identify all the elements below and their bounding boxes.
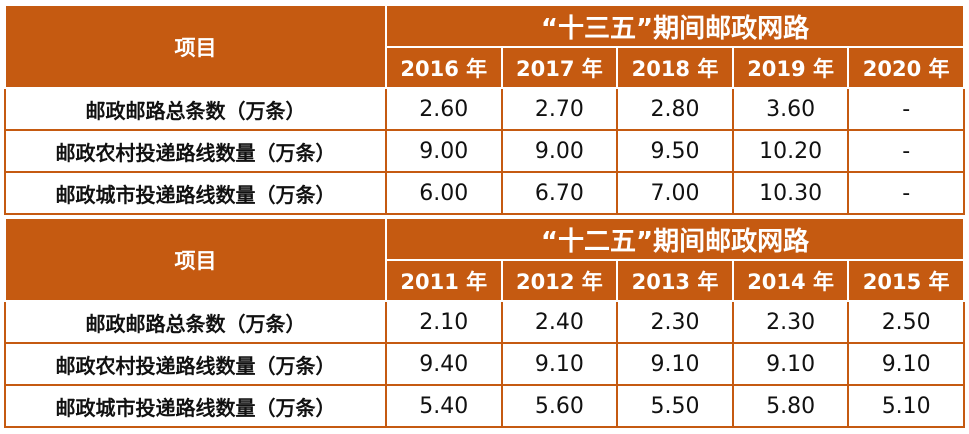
- section-title: “十二五”期间邮政网路: [385, 217, 965, 261]
- data-table: 项目 “十二五”期间邮政网路 2011 年 2012 年 2013 年 2014 年 201…: [4, 217, 965, 428]
- value-cell: 9.10: [616, 342, 734, 386]
- data-table: 项目 “十三五”期间邮政网路 2016 年 2017 年 2018 年 2019 年 202…: [4, 4, 965, 215]
- value-cell: 10.30: [731, 171, 850, 215]
- value-cell: 9.40: [385, 342, 503, 386]
- tables: 项目 “十三五”期间邮政网路 2016 年 2017 年 2018 年 2019 年 202…: [4, 4, 965, 428]
- year-cell: 2018 年: [616, 46, 734, 89]
- row-label: 邮政城市投递路线数量（万条）: [4, 384, 387, 428]
- value-cell: 9.50: [616, 129, 734, 173]
- value-cell: 7.00: [616, 171, 734, 215]
- value-cell: 9.10: [847, 342, 965, 386]
- value-cell: -: [847, 87, 965, 131]
- year-row: 2011 年 2012 年 2013 年 2014 年 2015 年: [5, 259, 965, 302]
- data-row: 邮政邮路总条数（万条） 2.10 2.40 2.30 2.30 2.50: [4, 300, 965, 344]
- value-cell: 2.30: [731, 300, 850, 344]
- value-cell: 5.10: [847, 384, 965, 428]
- year-cell: 2011 年: [385, 259, 503, 302]
- value-cell: 2.40: [500, 300, 619, 344]
- year-row: 2016 年 2017 年 2018 年 2019 年 2020 年: [5, 46, 965, 89]
- value-cell: 5.40: [385, 384, 503, 428]
- value-cell: 2.50: [847, 300, 965, 344]
- value-cell: 5.60: [500, 384, 619, 428]
- value-cell: 10.20: [731, 129, 850, 173]
- data-row: 邮政农村投递路线数量（万条） 9.40 9.10 9.10 9.10 9.10: [4, 342, 965, 386]
- value-cell: -: [847, 129, 965, 173]
- data-row: 邮政城市投递路线数量（万条） 6.00 6.70 7.00 10.30-: [4, 171, 965, 215]
- row-label: 邮政农村投递路线数量（万条）: [4, 129, 387, 173]
- header-cell: 项目: [4, 4, 387, 89]
- year-cell: 2012 年: [500, 259, 619, 302]
- value-cell: 2.30: [616, 300, 734, 344]
- value-cell: 2.10: [385, 300, 503, 344]
- value-cell: 5.50: [616, 384, 734, 428]
- year-cell: 2016 年: [385, 46, 503, 89]
- value-cell: 5.80: [731, 384, 850, 428]
- header-row: 项目 “十二五”期间邮政网路: [4, 217, 965, 302]
- row-label: 邮政邮路总条数（万条）: [4, 300, 387, 344]
- row-label: 邮政邮路总条数（万条）: [4, 87, 387, 131]
- value-cell: 9.10: [500, 342, 619, 386]
- year-cell: 2013 年: [616, 259, 734, 302]
- value-cell: 9.10: [731, 342, 850, 386]
- value-cell: 6.70: [500, 171, 619, 215]
- value-cell: -: [847, 171, 965, 215]
- year-cell: 2014 年: [731, 259, 850, 302]
- value-cell: 2.70: [500, 87, 619, 131]
- data-row: 邮政城市投递路线数量（万条） 5.40 5.60 5.50 5.80 5.10: [4, 384, 965, 428]
- data-row: 邮政农村投递路线数量（万条） 9.00 9.00 9.50 10.20-: [4, 129, 965, 173]
- header-row: 项目 “十三五”期间邮政网路: [4, 4, 965, 89]
- year-cell: 2017 年: [500, 46, 619, 89]
- year-cell: 2020 年: [847, 46, 965, 89]
- value-cell: 2.60: [385, 87, 503, 131]
- year-cell: 2015 年: [847, 259, 965, 302]
- value-cell: 2.80: [616, 87, 734, 131]
- data-row: 邮政邮路总条数（万条） 2.60 2.70 2.80 3.60-: [4, 87, 965, 131]
- section-title: “十三五”期间邮政网路: [385, 4, 965, 48]
- year-cell: 2019 年: [731, 46, 850, 89]
- value-cell: 3.60: [731, 87, 850, 131]
- row-label: 邮政农村投递路线数量（万条）: [4, 342, 387, 386]
- row-label: 邮政城市投递路线数量（万条）: [4, 171, 387, 215]
- header-cell: 项目: [4, 217, 387, 302]
- value-cell: 9.00: [385, 129, 503, 173]
- value-cell: 6.00: [385, 171, 503, 215]
- value-cell: 9.00: [500, 129, 619, 173]
